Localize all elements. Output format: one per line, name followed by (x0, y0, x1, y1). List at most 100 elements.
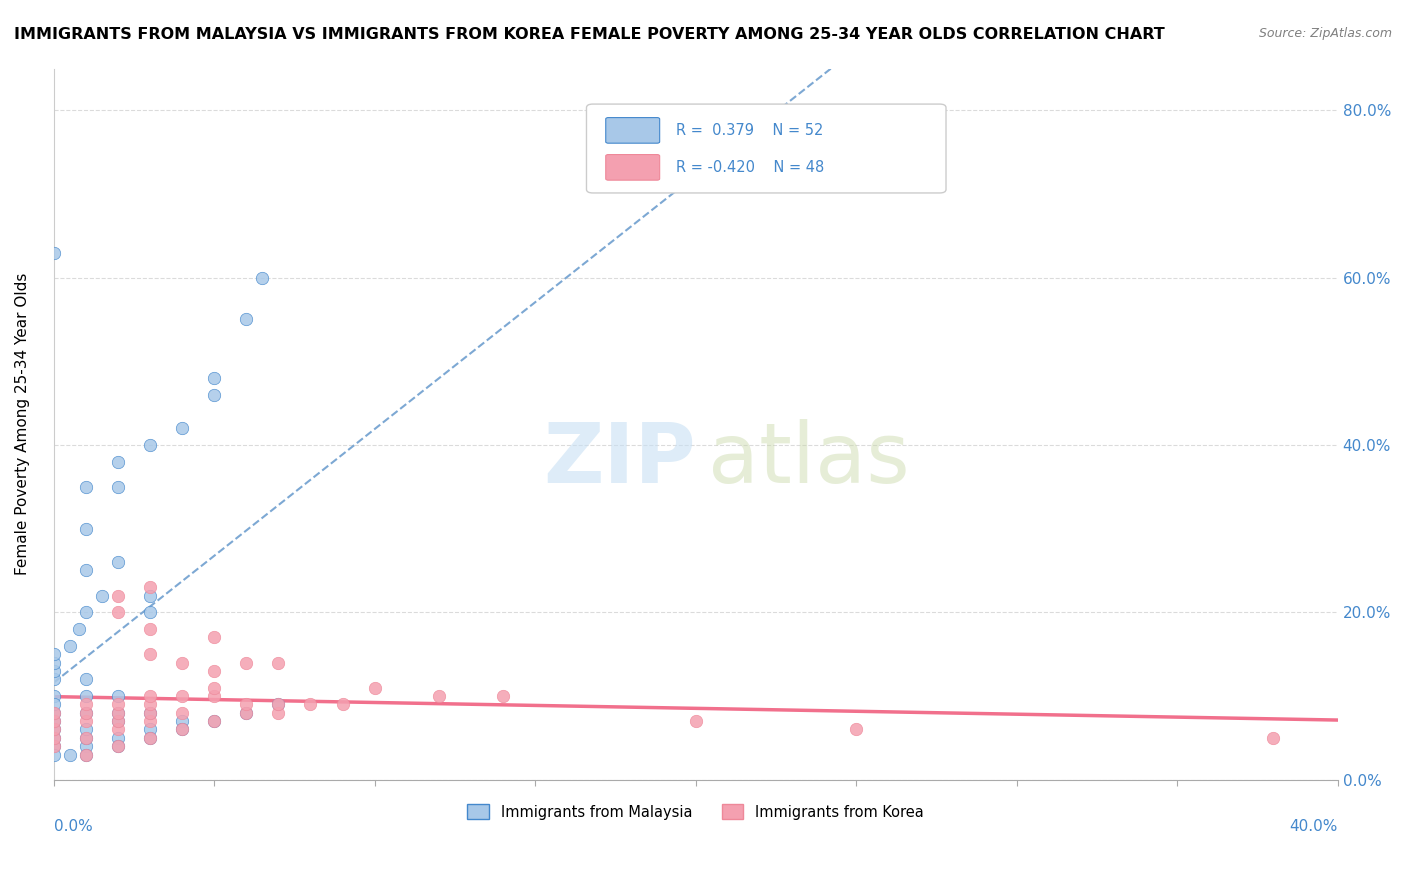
Point (107, 480, 129, 494)
Point (299, 698, 322, 712)
Point (139, 438, 162, 452)
Point (139, 706, 162, 720)
Point (845, 723, 868, 737)
Point (170, 723, 193, 737)
Point (202, 388, 225, 402)
Point (42, 656, 65, 670)
Point (42, 739, 65, 754)
Point (139, 580, 162, 594)
Point (75, 739, 97, 754)
Text: R =  0.379    N = 52: R = 0.379 N = 52 (676, 123, 824, 138)
Point (170, 421, 193, 435)
Point (75, 723, 97, 737)
Point (107, 589, 129, 603)
Point (139, 605, 162, 619)
Point (42, 723, 65, 737)
Point (170, 689, 193, 703)
Point (42, 731, 65, 745)
Text: atlas: atlas (709, 419, 910, 500)
Point (42, 647, 65, 661)
Point (202, 714, 225, 728)
Text: 40.0%: 40.0% (1289, 819, 1337, 834)
Point (202, 371, 225, 385)
Point (90, 589, 112, 603)
Point (42, 739, 65, 754)
Point (42, 723, 65, 737)
Point (107, 698, 129, 712)
Point (139, 689, 162, 703)
Point (235, 706, 257, 720)
Point (202, 714, 225, 728)
Point (235, 706, 257, 720)
Point (75, 731, 97, 745)
Point (107, 689, 129, 703)
Point (75, 564, 97, 578)
Point (170, 723, 193, 737)
Point (107, 714, 129, 728)
Point (75, 747, 97, 762)
Point (107, 739, 129, 754)
Point (107, 455, 129, 469)
Text: Source: ZipAtlas.com: Source: ZipAtlas.com (1258, 27, 1392, 40)
Point (202, 664, 225, 678)
Point (42, 689, 65, 703)
Point (170, 714, 193, 728)
Point (75, 689, 97, 703)
Point (267, 706, 290, 720)
Point (685, 714, 707, 728)
Point (42, 714, 65, 728)
Point (107, 555, 129, 569)
Point (107, 706, 129, 720)
Point (107, 706, 129, 720)
Point (42, 706, 65, 720)
Point (75, 747, 97, 762)
Point (42, 731, 65, 745)
Point (267, 656, 290, 670)
Point (107, 714, 129, 728)
Point (75, 698, 97, 712)
Point (170, 706, 193, 720)
Point (42, 714, 65, 728)
Point (42, 706, 65, 720)
Y-axis label: Female Poverty Among 25-34 Year Olds: Female Poverty Among 25-34 Year Olds (15, 273, 30, 575)
Point (107, 739, 129, 754)
Point (75, 706, 97, 720)
Point (267, 698, 290, 712)
Point (235, 312, 257, 326)
Point (492, 689, 515, 703)
Point (139, 706, 162, 720)
Point (42, 747, 65, 762)
Point (42, 664, 65, 678)
Point (139, 714, 162, 728)
Point (235, 698, 257, 712)
Point (139, 731, 162, 745)
Point (427, 689, 450, 703)
FancyBboxPatch shape (586, 104, 946, 193)
FancyBboxPatch shape (606, 118, 659, 144)
Point (170, 656, 193, 670)
Point (42, 698, 65, 712)
Text: IMMIGRANTS FROM MALAYSIA VS IMMIGRANTS FROM KOREA FEMALE POVERTY AMONG 25-34 YEA: IMMIGRANTS FROM MALAYSIA VS IMMIGRANTS F… (14, 27, 1164, 42)
Point (42, 245, 65, 260)
FancyBboxPatch shape (606, 154, 659, 180)
Point (202, 681, 225, 695)
Point (139, 647, 162, 661)
Point (139, 589, 162, 603)
Legend: Immigrants from Malaysia, Immigrants from Korea: Immigrants from Malaysia, Immigrants fro… (461, 798, 929, 826)
Text: R = -0.420    N = 48: R = -0.420 N = 48 (676, 160, 824, 175)
Point (107, 731, 129, 745)
Point (59, 747, 82, 762)
Point (75, 480, 97, 494)
Point (67, 622, 90, 636)
Point (235, 656, 257, 670)
Point (42, 672, 65, 686)
Point (1263, 731, 1285, 745)
Point (139, 731, 162, 745)
Point (75, 522, 97, 536)
Point (59, 639, 82, 653)
Point (75, 706, 97, 720)
Point (75, 605, 97, 619)
Point (202, 631, 225, 645)
Point (75, 672, 97, 686)
Point (75, 731, 97, 745)
